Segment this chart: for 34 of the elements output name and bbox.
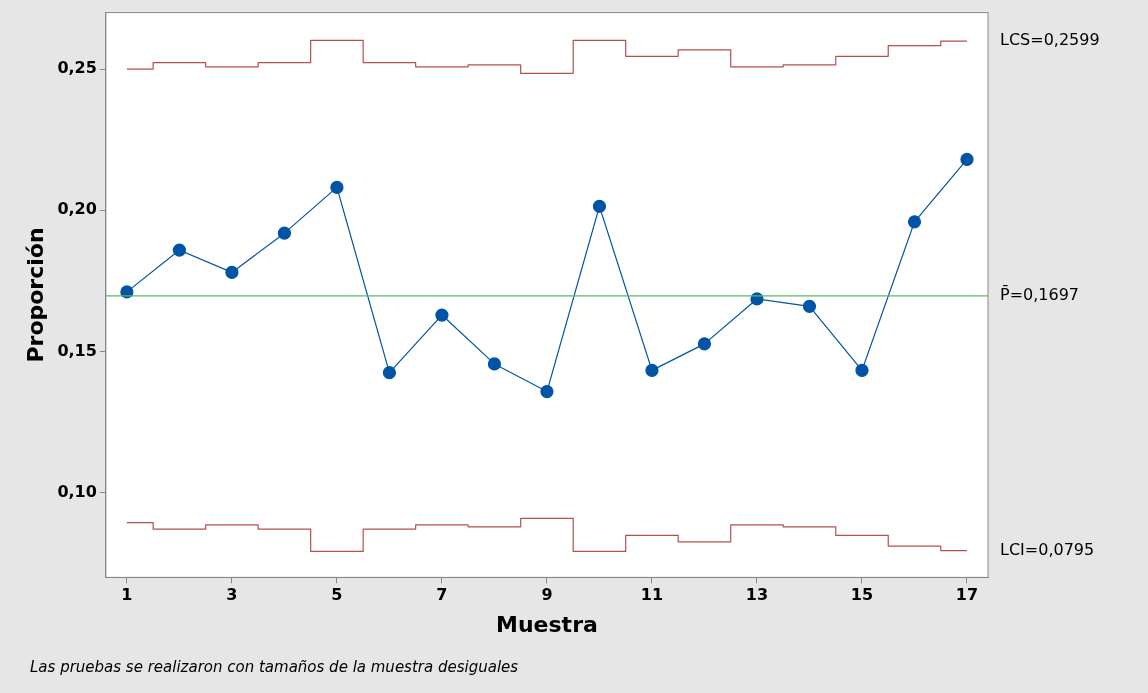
point — [172, 243, 186, 257]
point — [277, 226, 291, 240]
point — [802, 299, 817, 313]
point — [330, 180, 344, 195]
point — [592, 199, 607, 213]
x-tick-label: 17 — [955, 585, 979, 605]
x-axis-title: Muestra — [496, 611, 598, 637]
y-tick-label: 0,25 — [57, 58, 97, 78]
x-tick-label: 1 — [121, 585, 133, 605]
y-axis-title: Proporción — [22, 227, 48, 363]
x-tick-label: 7 — [436, 585, 448, 605]
point — [907, 215, 922, 229]
x-tick-label: 3 — [226, 585, 238, 605]
point — [697, 337, 712, 351]
point — [855, 363, 869, 377]
x-tick-label: 11 — [640, 585, 664, 605]
text: LCI=0,0795 — [1000, 539, 1095, 559]
y-tick-label: 0,10 — [57, 481, 97, 501]
point — [645, 363, 659, 377]
x-tick-label: 5 — [331, 585, 343, 605]
point — [435, 308, 449, 322]
y-tick-label: 0,20 — [57, 199, 97, 219]
point — [487, 357, 502, 371]
point — [540, 384, 554, 399]
text: LCS=0,2599 — [1000, 30, 1100, 50]
x-tick-label: 15 — [850, 585, 874, 605]
ref-line-label: P̄=0,1697 — [1000, 285, 1080, 304]
point — [382, 366, 397, 380]
text: Las pruebas se realizaron con tamaños de la muestra desiguales — [30, 657, 519, 676]
y-tick-label: 0,15 — [57, 340, 97, 360]
point — [225, 265, 239, 280]
x-tick-label: 9 — [541, 585, 553, 605]
point — [960, 152, 974, 167]
x-tick-label: 13 — [745, 585, 769, 605]
